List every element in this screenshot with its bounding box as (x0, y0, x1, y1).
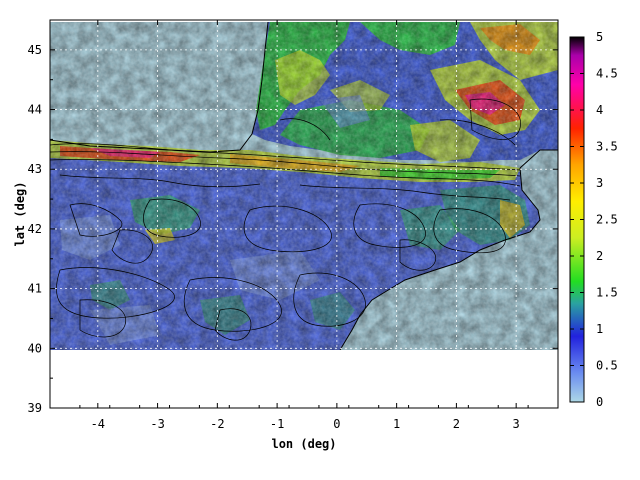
x-tick-label: 3 (513, 417, 520, 431)
colorbar-tick-label: 0.5 (596, 359, 618, 373)
x-tick-label: 2 (453, 417, 460, 431)
colorbar-tick-label: 2 (596, 249, 603, 263)
colorbar-tick-label: 3 (596, 176, 603, 190)
y-tick-label: 39 (28, 401, 42, 415)
colorbar-tick-label: 3.5 (596, 140, 618, 154)
colorbar: 0 0.5 1 1.5 2 2.5 3 3.5 4 4.5 5 (569, 30, 618, 409)
y-tick-label: 41 (28, 282, 42, 296)
y-axis-label: lat (deg) (13, 181, 27, 246)
colorbar-tick-label: 0 (596, 395, 603, 409)
colorbar-tick-label: 1.5 (596, 286, 618, 300)
land-speckle (50, 22, 558, 350)
colorbar-tick-label: 5 (596, 30, 603, 44)
colorbar-tick-label: 1 (596, 322, 603, 336)
y-tick-label: 45 (28, 43, 42, 57)
plot-frame (49, 19, 559, 409)
y-axis-ticks: 39 40 41 42 43 44 45 (28, 43, 558, 415)
x-tick-label: -2 (210, 417, 224, 431)
map-field (50, 22, 558, 350)
y-tick-label: 44 (28, 103, 42, 117)
colorbar-tick-label: 2.5 (596, 213, 618, 227)
y-tick-label: 43 (28, 162, 42, 176)
x-tick-label: -4 (91, 417, 105, 431)
colorbar-tick-label: 4 (596, 103, 603, 117)
colorbar-tick-label: 4.5 (596, 67, 618, 81)
y-tick-label: 42 (28, 222, 42, 236)
no-data-area (50, 350, 558, 408)
x-tick-label: -1 (270, 417, 284, 431)
y-tick-label: 40 (28, 341, 42, 355)
x-axis-ticks: -4 -3 -2 -1 0 1 2 3 (79, 20, 529, 431)
x-tick-label: 0 (333, 417, 340, 431)
x-tick-label: 1 (393, 417, 400, 431)
contour-lines (50, 22, 558, 350)
x-axis-label: lon (deg) (271, 437, 336, 451)
x-tick-label: -3 (150, 417, 164, 431)
colorbar-ticks: 0 0.5 1 1.5 2 2.5 3 3.5 4 4.5 5 (570, 30, 618, 409)
